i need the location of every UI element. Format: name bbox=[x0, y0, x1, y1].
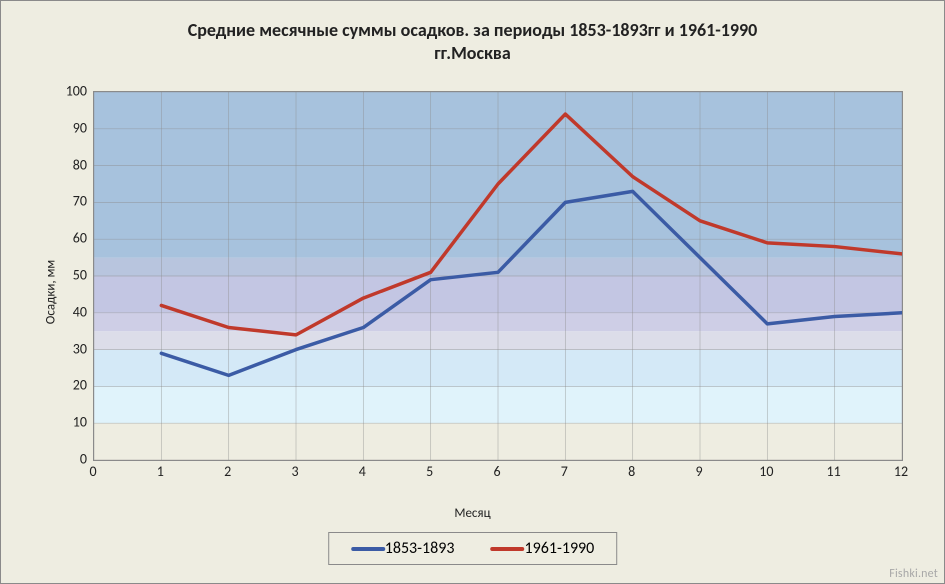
chart-container: Средние месячные суммы осадков. за перио… bbox=[0, 0, 945, 584]
x-tick: 2 bbox=[224, 463, 231, 480]
x-tick: 4 bbox=[359, 463, 366, 480]
legend-item-0: 1853-1893 bbox=[351, 539, 455, 558]
chart-title-line1: Средние месячные суммы осадков. за перио… bbox=[188, 19, 757, 41]
y-axis-label: Осадки, мм bbox=[44, 260, 59, 324]
x-tick: 8 bbox=[628, 463, 635, 480]
y-tick: 20 bbox=[61, 377, 87, 394]
legend: 1853-1893 1961-1990 bbox=[328, 532, 618, 565]
legend-swatch-1 bbox=[491, 547, 525, 551]
x-tick: 1 bbox=[157, 463, 164, 480]
x-tick: 11 bbox=[827, 463, 841, 480]
y-tick: 60 bbox=[61, 230, 87, 247]
watermark: Fishki.net bbox=[889, 567, 938, 581]
chart-title-line2: гг.Москва bbox=[434, 42, 510, 64]
legend-swatch-0 bbox=[351, 547, 385, 551]
x-axis-label: Месяц bbox=[1, 506, 944, 521]
x-tick: 9 bbox=[695, 463, 702, 480]
x-tick: 3 bbox=[291, 463, 298, 480]
y-tick: 80 bbox=[61, 156, 87, 173]
y-tick: 0 bbox=[61, 451, 87, 468]
x-tick: 7 bbox=[561, 463, 568, 480]
y-tick: 70 bbox=[61, 193, 87, 210]
y-tick: 50 bbox=[61, 267, 87, 284]
x-tick: 12 bbox=[894, 463, 908, 480]
legend-label-1: 1961-1990 bbox=[525, 539, 595, 558]
plot-svg bbox=[94, 92, 902, 460]
y-tick: 90 bbox=[61, 119, 87, 136]
y-tick: 10 bbox=[61, 414, 87, 431]
chart-title: Средние месячные суммы осадков. за перио… bbox=[1, 19, 944, 64]
y-tick: 100 bbox=[61, 83, 87, 100]
x-tick: 5 bbox=[426, 463, 433, 480]
y-tick: 30 bbox=[61, 340, 87, 357]
y-tick: 40 bbox=[61, 303, 87, 320]
plot-area bbox=[93, 91, 903, 461]
legend-label-0: 1853-1893 bbox=[385, 539, 455, 558]
x-tick: 0 bbox=[89, 463, 96, 480]
legend-item-1: 1961-1990 bbox=[491, 539, 595, 558]
x-tick: 6 bbox=[493, 463, 500, 480]
x-tick: 10 bbox=[759, 463, 773, 480]
